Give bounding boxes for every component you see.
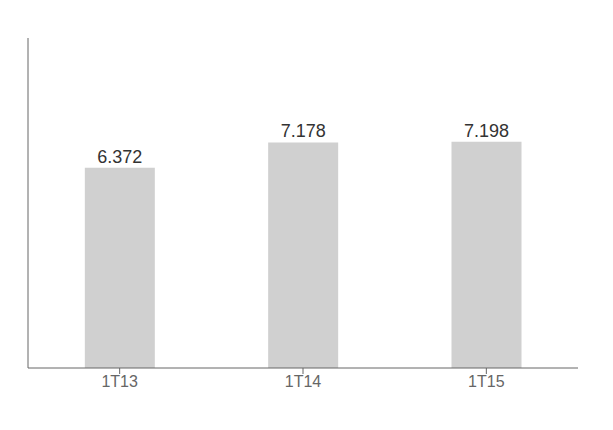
svg-text:1T13: 1T13	[101, 373, 138, 390]
svg-text:1T15: 1T15	[468, 373, 505, 390]
svg-text:7.198: 7.198	[464, 121, 509, 141]
svg-text:6.372: 6.372	[97, 147, 142, 167]
svg-text:7.178: 7.178	[281, 121, 326, 141]
svg-text:1T14: 1T14	[285, 373, 322, 390]
